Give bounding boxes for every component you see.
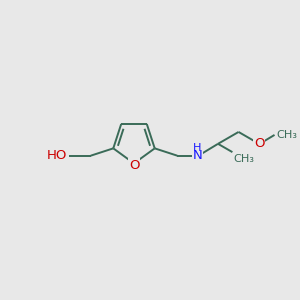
Text: N: N [193, 149, 202, 162]
Text: H: H [193, 143, 202, 153]
Text: HO: HO [47, 149, 67, 162]
Text: CH₃: CH₃ [276, 130, 297, 140]
Text: CH₃: CH₃ [234, 154, 255, 164]
Text: O: O [129, 159, 139, 172]
Text: O: O [254, 137, 264, 150]
